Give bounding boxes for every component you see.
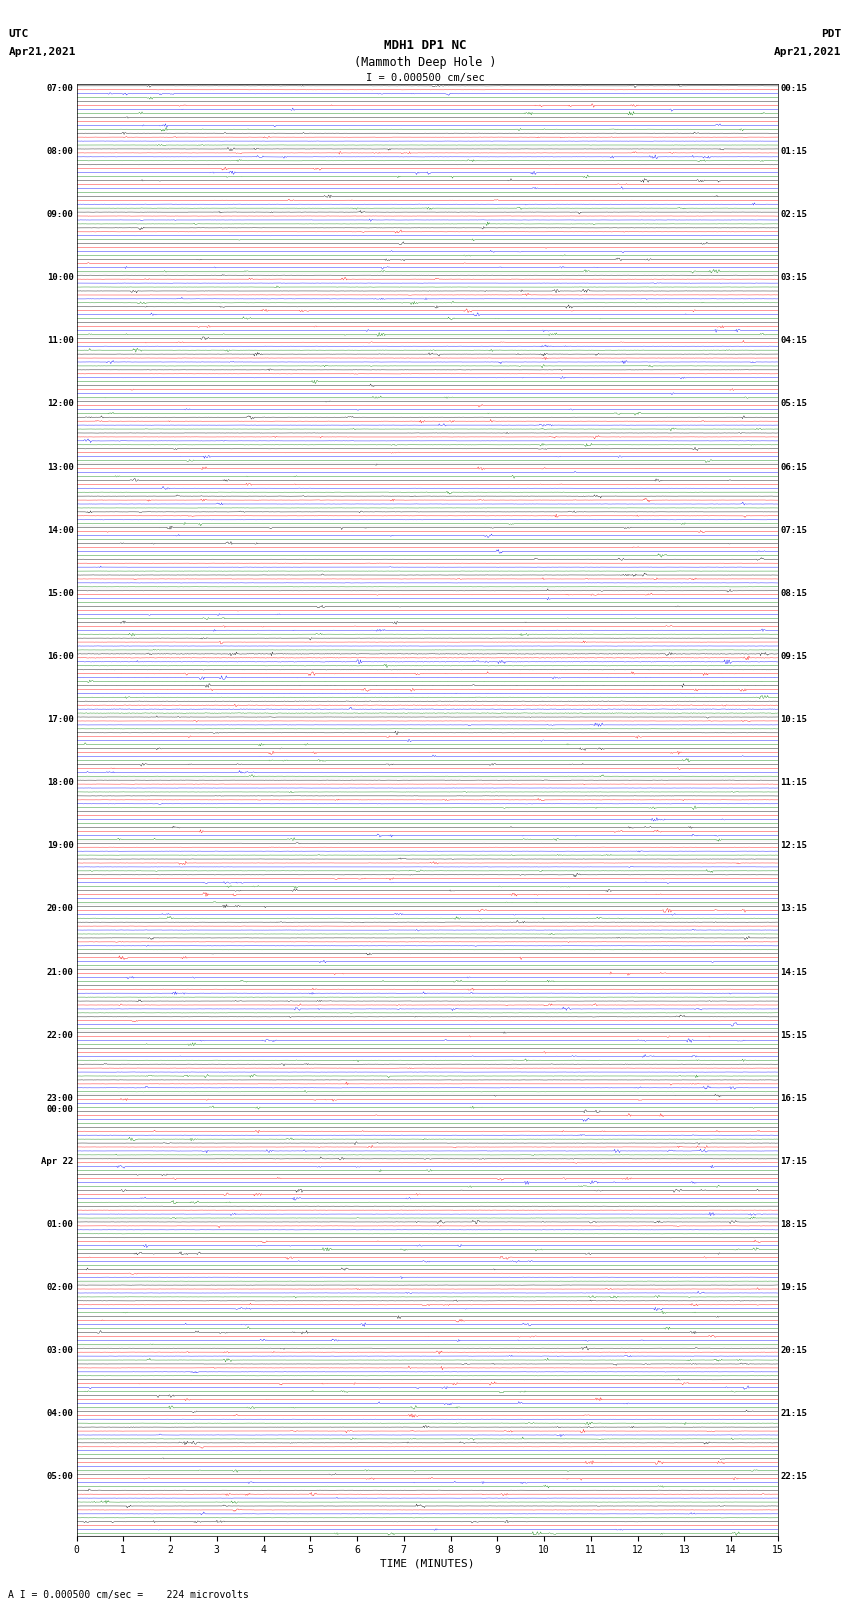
Text: 05:15: 05:15 xyxy=(780,400,808,408)
Text: 16:00: 16:00 xyxy=(47,652,74,661)
Text: 02:15: 02:15 xyxy=(780,210,808,219)
Text: 00:15: 00:15 xyxy=(780,84,808,94)
Text: 10:00: 10:00 xyxy=(47,273,74,282)
Text: 09:00: 09:00 xyxy=(47,210,74,219)
Text: 17:00: 17:00 xyxy=(47,715,74,724)
Text: 20:15: 20:15 xyxy=(780,1347,808,1355)
Text: 08:00: 08:00 xyxy=(47,147,74,156)
Text: 10:15: 10:15 xyxy=(780,715,808,724)
Text: 21:15: 21:15 xyxy=(780,1410,808,1418)
Text: 22:00: 22:00 xyxy=(47,1031,74,1040)
Text: 05:00: 05:00 xyxy=(47,1473,74,1481)
Text: PDT: PDT xyxy=(821,29,842,39)
Text: 02:00: 02:00 xyxy=(47,1282,74,1292)
Text: 04:00: 04:00 xyxy=(47,1410,74,1418)
Text: 22:15: 22:15 xyxy=(780,1473,808,1481)
Text: 20:00: 20:00 xyxy=(47,905,74,913)
Text: 01:15: 01:15 xyxy=(780,147,808,156)
Text: 07:00: 07:00 xyxy=(47,84,74,94)
Text: 14:15: 14:15 xyxy=(780,968,808,976)
Text: 15:15: 15:15 xyxy=(780,1031,808,1040)
Text: 07:15: 07:15 xyxy=(780,526,808,534)
Text: Apr21,2021: Apr21,2021 xyxy=(774,47,842,56)
Text: 21:00: 21:00 xyxy=(47,968,74,976)
Text: Apr21,2021: Apr21,2021 xyxy=(8,47,76,56)
Text: A I = 0.000500 cm/sec =    224 microvolts: A I = 0.000500 cm/sec = 224 microvolts xyxy=(8,1590,249,1600)
Text: 09:15: 09:15 xyxy=(780,652,808,661)
Text: 11:15: 11:15 xyxy=(780,777,808,787)
Text: MDH1 DP1 NC: MDH1 DP1 NC xyxy=(383,39,467,52)
Text: 03:15: 03:15 xyxy=(780,273,808,282)
Text: (Mammoth Deep Hole ): (Mammoth Deep Hole ) xyxy=(354,56,496,69)
Text: 19:00: 19:00 xyxy=(47,842,74,850)
Text: 18:15: 18:15 xyxy=(780,1219,808,1229)
Text: 15:00: 15:00 xyxy=(47,589,74,598)
Text: 12:00: 12:00 xyxy=(47,400,74,408)
Text: 06:15: 06:15 xyxy=(780,463,808,471)
Text: 17:15: 17:15 xyxy=(780,1157,808,1166)
Text: 13:15: 13:15 xyxy=(780,905,808,913)
Text: 14:00: 14:00 xyxy=(47,526,74,534)
Text: Apr 22: Apr 22 xyxy=(42,1157,74,1166)
Text: 00:00: 00:00 xyxy=(47,1105,74,1115)
X-axis label: TIME (MINUTES): TIME (MINUTES) xyxy=(380,1558,474,1568)
Text: 16:15: 16:15 xyxy=(780,1094,808,1103)
Text: 04:15: 04:15 xyxy=(780,337,808,345)
Text: 18:00: 18:00 xyxy=(47,777,74,787)
Text: 13:00: 13:00 xyxy=(47,463,74,471)
Text: 11:00: 11:00 xyxy=(47,337,74,345)
Text: 19:15: 19:15 xyxy=(780,1282,808,1292)
Text: 03:00: 03:00 xyxy=(47,1347,74,1355)
Text: UTC: UTC xyxy=(8,29,29,39)
Text: 12:15: 12:15 xyxy=(780,842,808,850)
Text: 08:15: 08:15 xyxy=(780,589,808,598)
Text: 23:00: 23:00 xyxy=(47,1094,74,1103)
Text: 01:00: 01:00 xyxy=(47,1219,74,1229)
Text: I = 0.000500 cm/sec: I = 0.000500 cm/sec xyxy=(366,73,484,82)
